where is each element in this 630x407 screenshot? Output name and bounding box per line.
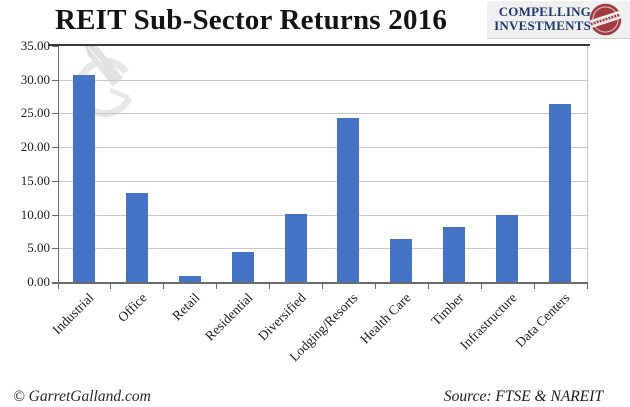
x-axis-line (51, 282, 588, 284)
y-tick-mark (51, 46, 58, 47)
gridline-15 (57, 180, 587, 182)
y-tick-label-0.00: 0.00 (27, 274, 50, 289)
x-tick-mark (269, 283, 271, 289)
bar-diversified (284, 213, 307, 282)
y-tick-label-30.00: 30.00 (20, 71, 50, 87)
y-tick-mark (51, 147, 58, 149)
y-tick-label-20.00: 20.00 (20, 139, 50, 155)
bar-office (125, 193, 148, 282)
x-tick-mark (427, 283, 429, 289)
brand-name-line2: INVESTMENTS (494, 18, 591, 33)
bar-health-care (390, 238, 413, 282)
bar-timber (443, 226, 466, 282)
y-tick-label-15.00: 15.00 (20, 172, 50, 188)
gridline-20 (57, 147, 587, 149)
y-tick-mark (51, 113, 58, 115)
gridline-30 (57, 79, 587, 81)
x-label-data-centers: Data Centers (512, 290, 573, 351)
y-tick-label-5.00: 5.00 (27, 240, 50, 256)
bar-infrastructure (496, 214, 519, 282)
brand-name-line1: COMPELLING (498, 4, 591, 19)
plot-right-border (586, 46, 588, 282)
source-text: Source: FTSE & NAREIT (443, 388, 603, 405)
x-tick-mark (374, 283, 376, 289)
x-tick-mark (586, 283, 588, 289)
brand-seal-icon (589, 3, 622, 36)
x-tick-mark (110, 283, 112, 289)
x-label-diversified: Diversified (254, 290, 309, 344)
y-tick-label-35.00: 35.00 (20, 38, 50, 53)
bar-residential (231, 251, 254, 282)
gridline-5 (57, 248, 587, 250)
y-axis-line (57, 44, 59, 283)
x-label-industrial: Industrial (49, 290, 97, 338)
bar-retail (178, 275, 201, 282)
y-tick-label-25.00: 25.00 (20, 105, 50, 121)
x-label-infrastructure: Infrastructure (457, 290, 520, 353)
y-tick-label-10.00: 10.00 (20, 206, 50, 222)
x-label-timber: Timber (428, 290, 467, 329)
bar-data-centers (549, 103, 572, 282)
gridline-25 (57, 113, 587, 115)
x-label-health-care: Health Care (357, 290, 414, 347)
copyright-text: © GarretGalland.com (13, 388, 151, 405)
chart-title: REIT Sub-Sector Returns 2016 (55, 4, 448, 36)
bar-industrial (72, 74, 95, 282)
x-tick-mark (57, 283, 59, 289)
x-tick-mark (533, 283, 535, 289)
y-tick-mark (51, 79, 58, 81)
gridline-10 (57, 214, 587, 216)
x-label-retail: Retail (168, 290, 203, 324)
x-tick-mark (163, 283, 165, 289)
brand-logo: COMPELLING INVESTMENTS (494, 5, 591, 33)
y-tick-mark (51, 248, 58, 250)
plot-top-rule (48, 44, 590, 46)
x-label-office: Office (114, 290, 150, 325)
y-tick-mark (51, 214, 58, 216)
x-tick-mark (480, 283, 482, 289)
bar-lodging-resorts (337, 117, 360, 282)
x-tick-mark (216, 283, 218, 289)
y-tick-mark (51, 180, 58, 182)
x-label-lodging-resorts: Lodging/Resorts (286, 290, 362, 365)
x-label-residential: Residential (201, 290, 256, 344)
x-tick-mark (322, 283, 323, 289)
